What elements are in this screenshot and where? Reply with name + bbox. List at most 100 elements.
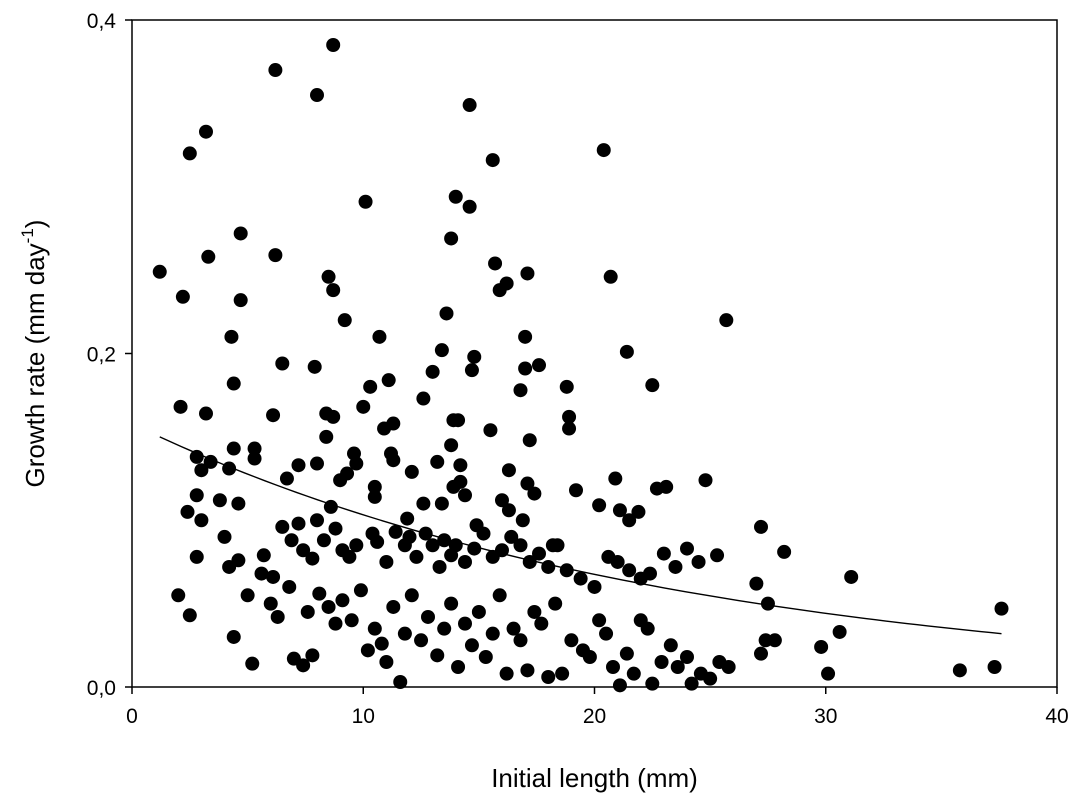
data-point — [654, 654, 669, 669]
x-axis-ticks: 0 10 20 30 40 — [126, 687, 1069, 728]
data-point — [367, 489, 382, 504]
data-point — [418, 526, 433, 541]
data-point — [421, 609, 435, 624]
y-axis-title-superscript: -1 — [18, 228, 37, 243]
data-point — [550, 538, 565, 553]
data-point — [360, 643, 375, 658]
data-point — [300, 604, 315, 619]
data-point — [326, 283, 341, 298]
data-point — [691, 554, 706, 569]
x-tick-label: 20 — [583, 705, 606, 728]
data-point — [326, 409, 341, 424]
y-axis-title-main: Growth rate (mm day — [20, 243, 50, 487]
data-point — [821, 666, 836, 681]
data-point — [326, 38, 341, 53]
data-point — [506, 621, 521, 636]
data-point — [462, 199, 477, 214]
data-point — [430, 648, 445, 663]
data-point — [437, 621, 452, 636]
data-point — [379, 554, 394, 569]
data-point — [291, 516, 306, 531]
data-point — [478, 649, 493, 664]
data-point — [386, 599, 401, 614]
data-point — [240, 588, 255, 603]
data-point — [203, 454, 218, 469]
data-point — [663, 638, 678, 653]
data-point — [430, 454, 445, 469]
data-point — [626, 666, 641, 681]
data-point — [402, 529, 417, 544]
data-point — [337, 313, 352, 328]
data-point — [381, 373, 396, 388]
data-point — [559, 379, 574, 394]
data-point — [312, 586, 327, 601]
data-point — [555, 666, 570, 681]
data-point — [485, 626, 500, 641]
x-axis-title: Initial length (mm) — [491, 763, 698, 793]
data-point — [532, 358, 546, 373]
data-point — [434, 496, 449, 511]
data-point — [199, 124, 213, 139]
data-point — [522, 554, 537, 569]
data-point — [582, 649, 597, 664]
data-point — [425, 364, 440, 379]
data-point — [226, 441, 241, 456]
data-point — [370, 534, 385, 549]
data-points — [152, 38, 1009, 693]
x-tick-label: 30 — [814, 705, 837, 728]
data-point — [592, 613, 607, 628]
data-point — [451, 413, 466, 428]
x-tick-label: 40 — [1045, 705, 1068, 728]
y-axis-title-close: ) — [20, 220, 50, 229]
data-point — [631, 504, 646, 519]
data-point — [358, 194, 373, 209]
data-point — [587, 579, 602, 594]
data-point — [814, 639, 829, 654]
data-point — [266, 408, 281, 423]
data-point — [596, 143, 611, 158]
data-point — [458, 616, 472, 631]
data-point — [425, 538, 440, 553]
data-point — [284, 533, 299, 548]
data-point — [328, 521, 343, 536]
data-point — [374, 636, 389, 651]
data-point — [189, 449, 204, 464]
data-point — [180, 504, 195, 519]
data-point — [397, 626, 412, 641]
data-point — [224, 329, 239, 344]
data-point — [684, 676, 699, 691]
data-point — [404, 588, 419, 603]
data-point — [719, 313, 734, 328]
data-point — [592, 498, 607, 513]
data-point — [349, 456, 364, 471]
data-point — [599, 626, 614, 641]
data-point — [400, 511, 415, 526]
data-point — [710, 548, 725, 563]
data-point — [527, 486, 542, 501]
data-point — [173, 399, 188, 414]
data-point — [319, 429, 334, 444]
data-point — [393, 675, 408, 689]
data-point — [434, 343, 449, 358]
data-point — [356, 399, 371, 414]
data-point — [296, 658, 311, 673]
data-point — [416, 496, 431, 511]
data-point — [645, 676, 660, 691]
data-point — [464, 363, 479, 378]
data-point — [335, 593, 350, 608]
data-point — [495, 543, 509, 558]
data-point — [245, 656, 260, 671]
x-tick-label: 0 — [126, 705, 138, 728]
data-point — [499, 276, 514, 291]
data-point — [619, 646, 634, 661]
data-point — [987, 659, 1002, 674]
data-point — [698, 473, 713, 488]
data-point — [612, 678, 627, 693]
data-point — [189, 488, 204, 503]
data-point — [349, 538, 364, 553]
data-point — [199, 406, 213, 421]
data-point — [703, 671, 718, 686]
y-tick-label: 0,4 — [87, 10, 117, 33]
data-point — [527, 604, 542, 619]
